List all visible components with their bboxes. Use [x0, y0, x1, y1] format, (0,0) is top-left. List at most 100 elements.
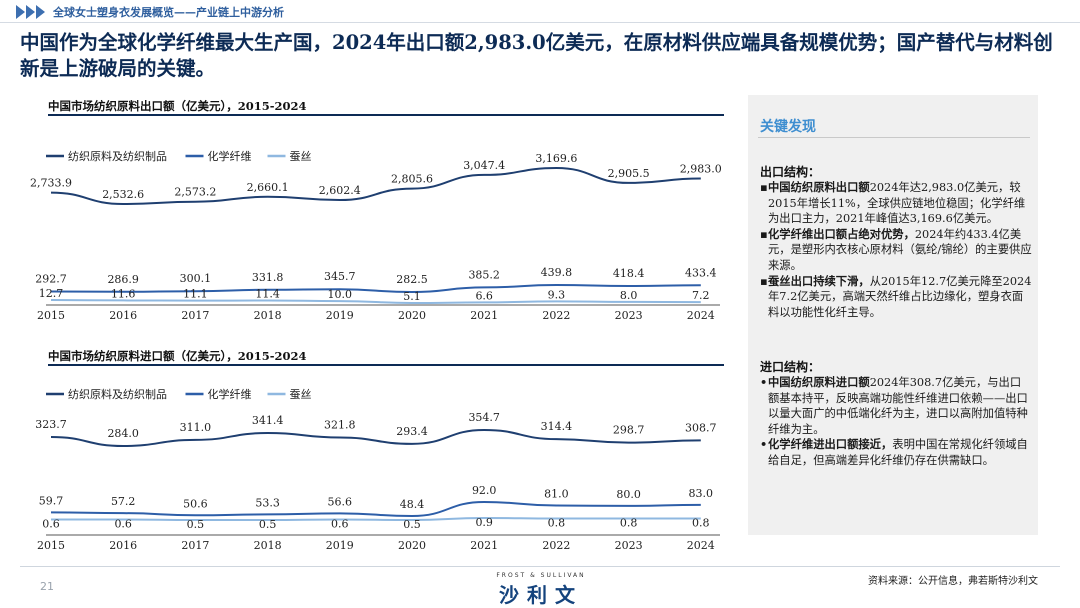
data-label: 0.8: [692, 517, 710, 530]
data-label: 5.1: [403, 290, 421, 303]
data-label: 2,733.9: [30, 177, 72, 190]
data-label: 57.2: [111, 495, 136, 508]
data-label: 2,660.1: [247, 181, 289, 194]
page-headline: 中国作为全球化学纤维最大生产国，2024年出口额2,983.0亿美元，在原材料供…: [20, 31, 1053, 80]
data-label: 2,805.6: [391, 173, 433, 186]
data-label: 292.7: [35, 273, 67, 286]
data-label: 3,047.4: [463, 159, 505, 172]
data-label: 0.5: [187, 518, 205, 531]
key-findings-panel: [748, 95, 1038, 535]
key-findings-title: 关键发现: [760, 119, 816, 135]
breadcrumb: 全球女士塑身衣发展概览——产业链上中游分析: [16, 2, 284, 22]
series-line-3: [50, 516, 701, 522]
x-tick-label: 2016: [109, 539, 137, 552]
x-tick-label: 2015: [37, 309, 65, 322]
data-label: 11.4: [255, 288, 280, 301]
bullet-icon: ▪: [760, 180, 768, 194]
logo: 沙利文: [499, 583, 583, 607]
bullet-icon: ▪: [760, 273, 768, 288]
data-label: 0.8: [620, 517, 638, 530]
data-label: 314.4: [541, 420, 573, 433]
series-line-1: [50, 166, 701, 206]
import-findings-list: • 中国纺织原料进口额2024年308.7亿美元，与出口额基本持平，反映高端功能性…: [760, 375, 1032, 469]
export-section-head: 出口结构：: [760, 165, 821, 179]
data-label: 284.0: [107, 427, 139, 440]
data-label: 12.7: [39, 287, 64, 300]
data-label: 83.0: [689, 487, 714, 500]
chevron-arrows-icon: [16, 5, 45, 19]
x-tick-label: 2015: [37, 539, 65, 552]
data-label: 341.4: [252, 414, 284, 427]
data-label: 10.0: [328, 288, 353, 301]
export-findings-list: ▪ 中国纺织原料出口额2024年达2,983.0亿美元，较2015年增长11%，全…: [760, 180, 1032, 320]
legend-label: 纺织原料及纺织制品: [68, 149, 167, 163]
data-label: 418.4: [613, 267, 645, 280]
breadcrumb-text: 全球女士塑身衣发展概览——产业链上中游分析: [53, 6, 284, 19]
data-label: 298.7: [613, 424, 645, 437]
x-tick-label: 2018: [254, 309, 282, 322]
data-label: 0.8: [548, 517, 566, 530]
data-label: 9.3: [548, 288, 566, 301]
data-label: 323.7: [35, 418, 67, 431]
legend-label: 蚕丝: [290, 150, 312, 163]
x-tick-label: 2018: [254, 539, 282, 552]
legend-label: 蚕丝: [290, 388, 312, 401]
chart-title-export: 中国市场纺织原料出口额（亿美元），2015-2024: [48, 99, 307, 113]
list-item: ▪ 中国纺织原料出口额2024年达2,983.0亿美元，较2015年增长11%，全…: [760, 180, 1026, 226]
data-label: 0.9: [475, 516, 493, 529]
data-label: 385.2: [468, 268, 500, 281]
x-tick-label: 2016: [109, 309, 137, 322]
data-label: 308.7: [685, 421, 717, 434]
data-label: 331.8: [252, 271, 284, 284]
data-label: 3,169.6: [535, 152, 577, 165]
data-label: 2,602.4: [319, 184, 361, 197]
x-tick-label: 2020: [398, 309, 426, 322]
data-label: 300.1: [180, 272, 212, 285]
header-divider: [0, 22, 1080, 23]
list-item: ▪ 化学纤维出口额占绝对优势，2024年约433.4亿美元，是塑形内衣核心原材料（…: [760, 226, 1032, 272]
data-label: 8.0: [620, 289, 638, 302]
import-section-head: 进口结构：: [760, 360, 821, 374]
data-label: 311.0: [180, 421, 212, 434]
data-label: 2,905.5: [608, 167, 650, 180]
x-tick-label: 2023: [615, 309, 643, 322]
x-tick-label: 2019: [326, 309, 354, 322]
data-label: 56.6: [328, 495, 353, 508]
x-tick-label: 2021: [470, 309, 498, 322]
data-label: 50.6: [183, 497, 208, 510]
footer-divider: [20, 566, 1060, 567]
data-label: 354.7: [468, 411, 500, 424]
bullet-icon: •: [760, 437, 768, 452]
data-label: 0.6: [42, 518, 60, 531]
legend-label: 化学纤维: [208, 149, 252, 163]
series-line-2: [50, 500, 701, 518]
data-label: 92.0: [472, 484, 497, 497]
logo-wordmark: FROST & SULLIVAN: [496, 572, 586, 579]
series-line-2: [50, 283, 701, 294]
data-label: 53.3: [255, 496, 280, 509]
data-label: 293.4: [396, 425, 428, 438]
legend-label: 化学纤维: [208, 387, 252, 401]
x-tick-label: 2024: [687, 309, 715, 322]
bullet-icon: •: [760, 375, 768, 389]
export-line-chart: 纺织原料及纺织制品 化学纤维 蚕丝 2,733.9 2,532.6 2,573.2 2,66…: [30, 149, 722, 322]
data-label: 0.6: [114, 518, 132, 531]
data-label: 2,573.2: [174, 186, 216, 199]
data-label: 59.7: [39, 494, 64, 507]
data-label: 7.2: [692, 289, 710, 302]
series-line-1: [50, 428, 701, 448]
series-line-3: [50, 299, 701, 305]
chart-title-rule: [48, 364, 724, 366]
data-label: 286.9: [107, 273, 139, 286]
data-label: 6.6: [475, 289, 493, 302]
data-label: 282.5: [396, 273, 428, 286]
chart-title-rule: [48, 114, 724, 116]
panel-divider: [758, 137, 1030, 138]
data-label: 2,532.6: [102, 188, 144, 201]
data-label: 2,983.0: [680, 163, 722, 176]
data-label: 0.5: [259, 518, 277, 531]
data-label: 0.5: [403, 518, 421, 531]
x-tick-label: 2020: [398, 539, 426, 552]
legend-label: 纺织原料及纺织制品: [68, 387, 167, 401]
bullet-icon: ▪: [760, 226, 768, 241]
